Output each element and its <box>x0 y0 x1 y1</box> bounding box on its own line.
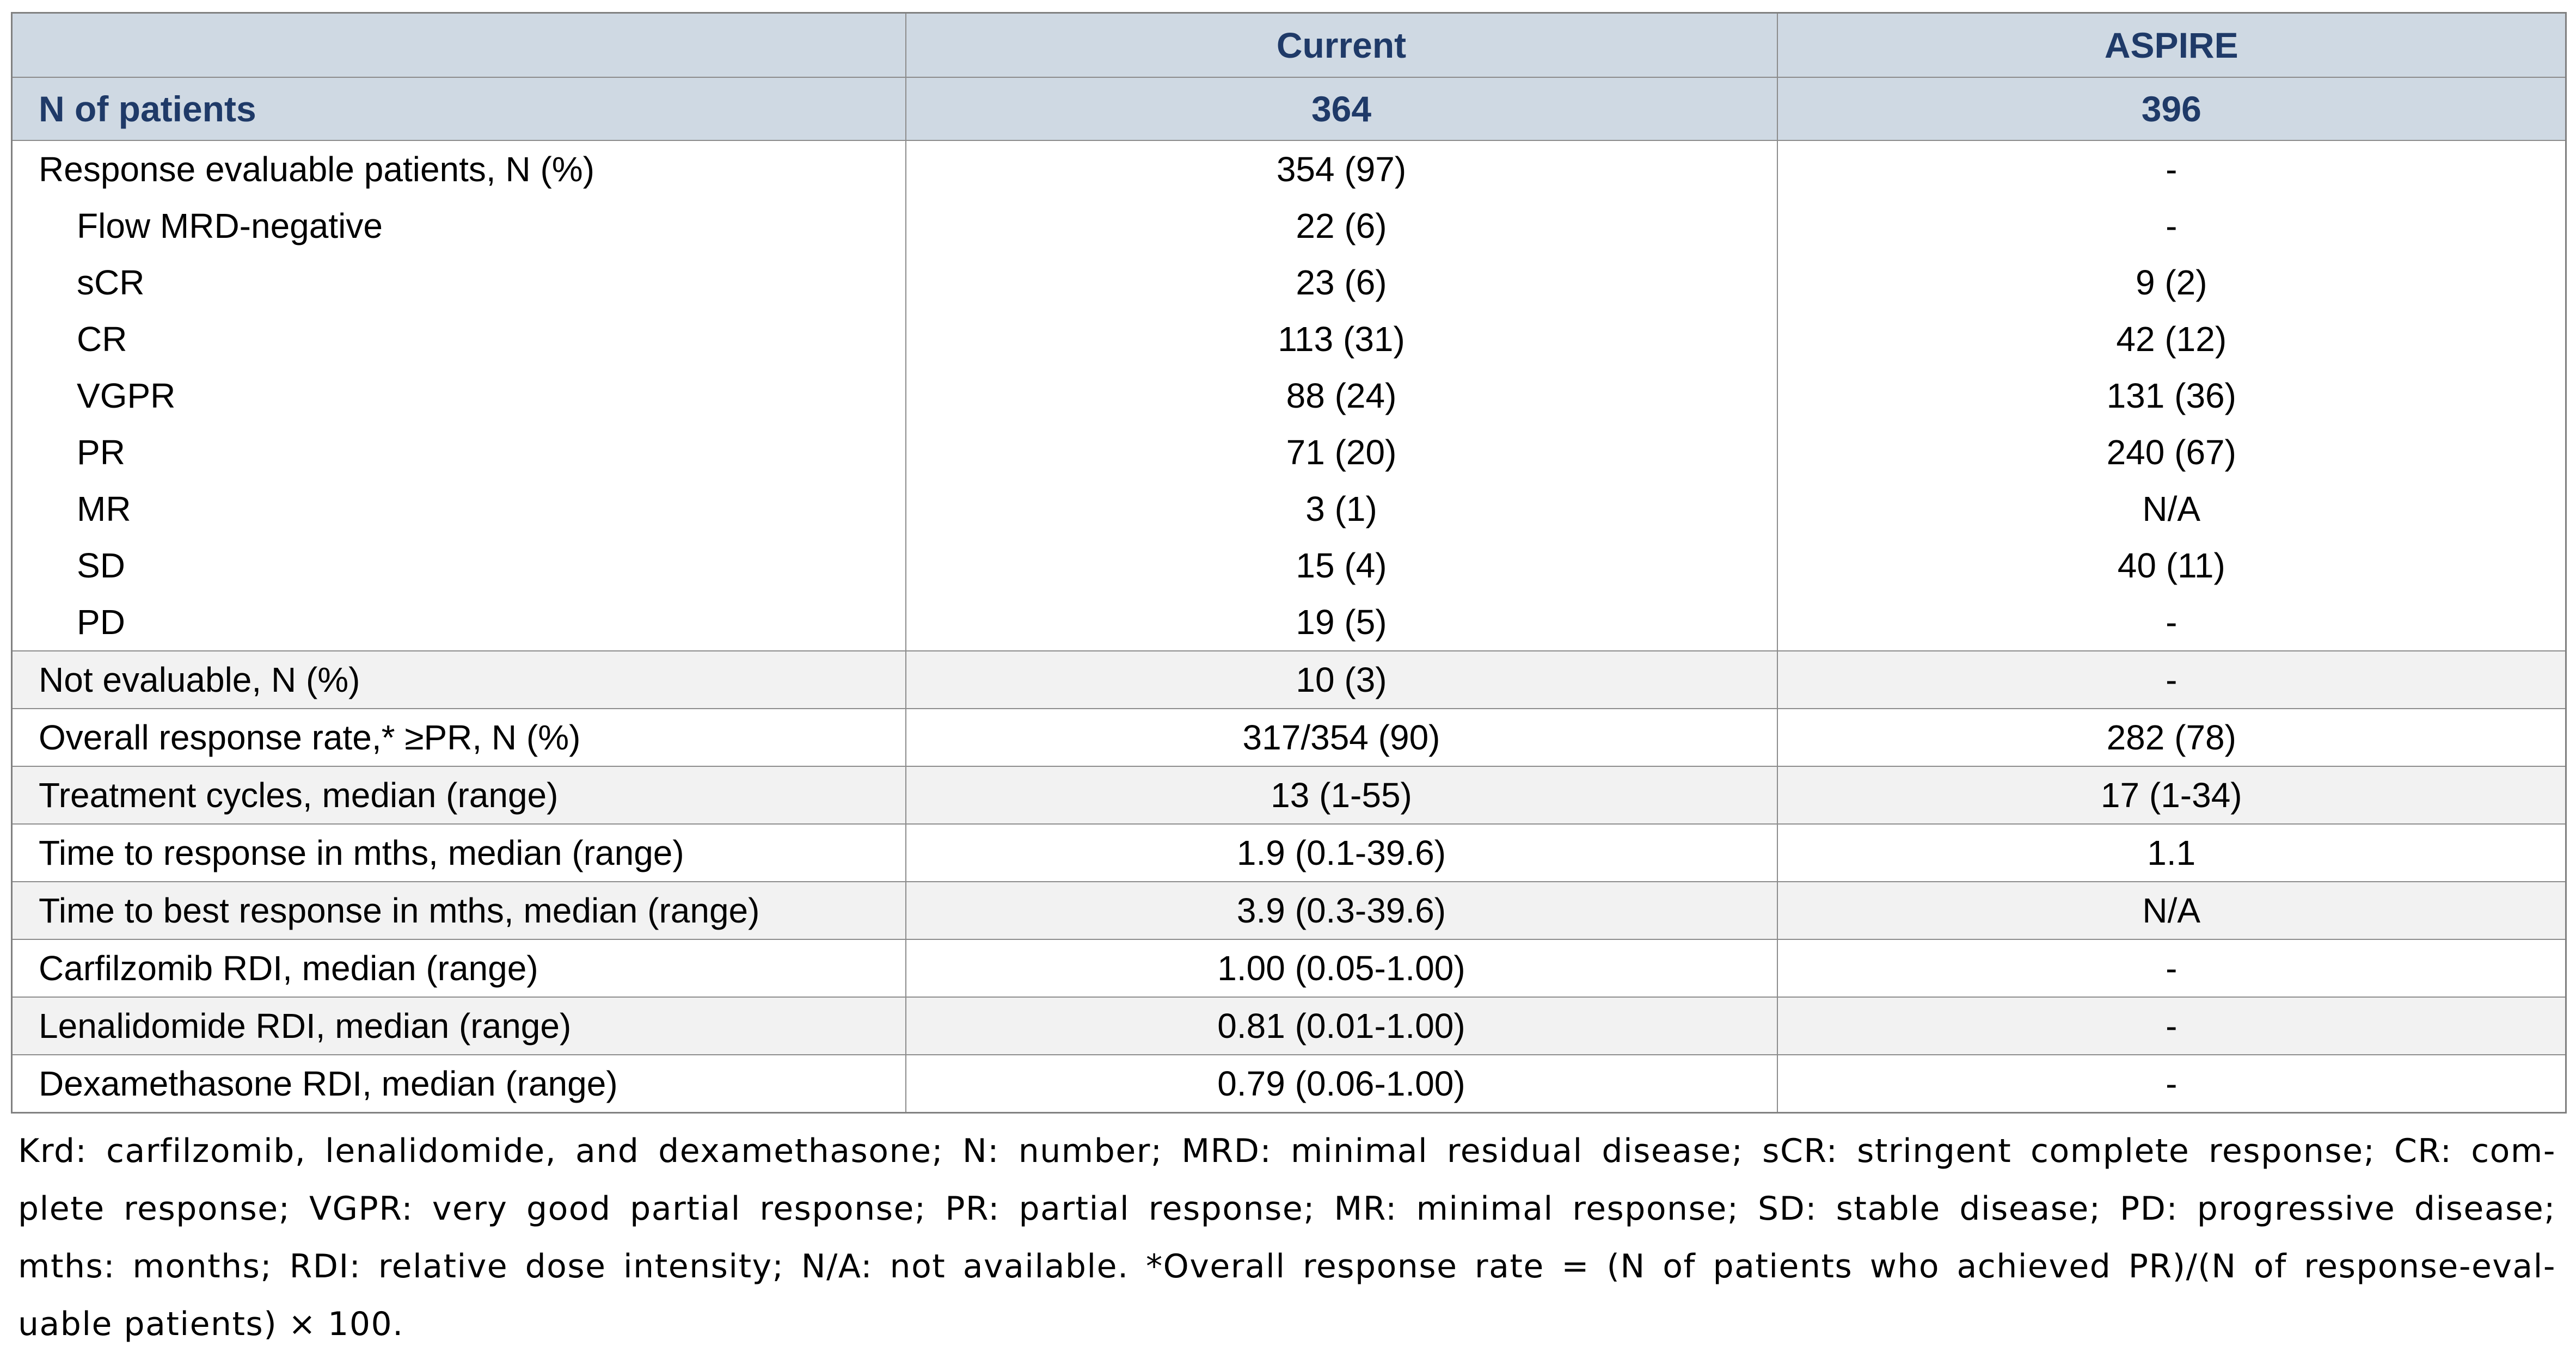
row-label: Time to response in mths, median (range) <box>11 823 906 882</box>
cell-value: 9 (2) <box>2135 263 2207 302</box>
cell-value: 3.9 (0.3-39.6) <box>905 881 1778 940</box>
footnote-line: mths: months; RDI: relative dose intensi… <box>18 1247 2556 1286</box>
row-label: Overall response rate,* ≥PR, N (%) <box>11 708 906 767</box>
row-label: Lenalidomide RDI, median (range) <box>11 997 906 1055</box>
cell-value: - <box>1776 997 2567 1055</box>
cell-value: N/A <box>1776 881 2567 940</box>
cell-value: 19 (5) <box>1296 602 1387 642</box>
row-label: VGPR <box>77 376 176 415</box>
cell-value: 282 (78) <box>1776 708 2567 767</box>
n-of-patients-current: 364 <box>905 77 1778 141</box>
response-block-current: 354 (97) 22 (6) 23 (6) 113 (31) 88 (24) … <box>905 140 1778 651</box>
cell-value: - <box>2166 602 2178 642</box>
row-label: MR <box>77 489 131 528</box>
cell-value: 1.00 (0.05-1.00) <box>905 939 1778 998</box>
table-footnote: Krd: carfilzomib, lenalidomide, and dexa… <box>18 1122 2556 1353</box>
row-label: Treatment cycles, median (range) <box>11 766 906 825</box>
cell-value: 88 (24) <box>1286 376 1397 415</box>
footnote-line: plete response; VGPR: very good partial … <box>18 1190 2556 1228</box>
cell-value: 40 (11) <box>2117 546 2225 585</box>
cell-value: 240 (67) <box>2106 433 2236 472</box>
cell-value: 17 (1-34) <box>1776 766 2567 825</box>
header-current: Current <box>905 12 1778 78</box>
row-label: PR <box>77 433 125 472</box>
table-row-lenalidomide-rdi: Lenalidomide RDI, median (range) 0.81 (0… <box>11 997 2567 1055</box>
row-label: SD <box>77 546 125 585</box>
response-block-labels: Response evaluable patients, N (%) Flow … <box>11 140 906 651</box>
row-label: CR <box>77 319 127 359</box>
header-aspire: ASPIRE <box>1776 12 2567 78</box>
table-row-overall-response-rate: Overall response rate,* ≥PR, N (%) 317/3… <box>11 708 2567 767</box>
response-block-aspire: - - 9 (2) 42 (12) 131 (36) 240 (67) N/A … <box>1776 140 2567 651</box>
n-of-patients-aspire: 396 <box>1776 77 2567 141</box>
cell-value: 71 (20) <box>1286 433 1397 472</box>
cell-value: 1.9 (0.1-39.6) <box>905 823 1778 882</box>
row-label: Dexamethasone RDI, median (range) <box>11 1054 906 1114</box>
footnote-line: uable patients) × 100. <box>18 1305 404 1343</box>
header-row: Current ASPIRE <box>11 12 2567 78</box>
cell-value: 23 (6) <box>1296 263 1387 302</box>
table-row-time-to-response: Time to response in mths, median (range)… <box>11 823 2567 882</box>
cell-value: N/A <box>2142 489 2201 528</box>
table-row-not-evaluable: Not evaluable, N (%) 10 (3) - <box>11 650 2567 709</box>
cell-value: - <box>1776 939 2567 998</box>
cell-value: 10 (3) <box>905 650 1778 709</box>
row-label: sCR <box>77 263 145 302</box>
table-row-dexamethasone-rdi: Dexamethasone RDI, median (range) 0.79 (… <box>11 1054 2567 1114</box>
n-of-patients-label: N of patients <box>11 77 906 141</box>
cell-value: - <box>1776 1054 2567 1114</box>
cell-value: 354 (97) <box>1276 150 1407 189</box>
cell-value: 22 (6) <box>1296 206 1387 245</box>
response-block-row: Response evaluable patients, N (%) Flow … <box>11 140 2567 651</box>
row-label: Flow MRD-negative <box>77 206 383 245</box>
cell-value: 0.79 (0.06-1.00) <box>905 1054 1778 1114</box>
cell-value: - <box>2166 206 2178 245</box>
row-label: Response evaluable patients, N (%) <box>39 150 594 189</box>
row-label: Carfilzomib RDI, median (range) <box>11 939 906 998</box>
cell-value: 317/354 (90) <box>905 708 1778 767</box>
table-row-carfilzomib-rdi: Carfilzomib RDI, median (range) 1.00 (0.… <box>11 939 2567 998</box>
cell-value: 131 (36) <box>2106 376 2236 415</box>
cell-value: 0.81 (0.01-1.00) <box>905 997 1778 1055</box>
comparison-table: Current ASPIRE N of patients 364 396 Res… <box>11 12 2567 1114</box>
page: Current ASPIRE N of patients 364 396 Res… <box>11 12 2567 1343</box>
header-empty-cell <box>11 12 906 78</box>
cell-value: 1.1 <box>1776 823 2567 882</box>
cell-value: - <box>2166 150 2178 189</box>
cell-value: 13 (1-55) <box>905 766 1778 825</box>
cell-value: 42 (12) <box>2116 319 2227 359</box>
table-row-time-to-best-response: Time to best response in mths, median (r… <box>11 881 2567 940</box>
n-of-patients-row: N of patients 364 396 <box>11 77 2567 141</box>
cell-value: 113 (31) <box>1278 319 1405 359</box>
footnote-line: Krd: carfilzomib, lenalidomide, and dexa… <box>18 1132 2556 1170</box>
row-label: Not evaluable, N (%) <box>11 650 906 709</box>
row-label: PD <box>77 602 125 642</box>
table-row-treatment-cycles: Treatment cycles, median (range) 13 (1-5… <box>11 766 2567 825</box>
row-label: Time to best response in mths, median (r… <box>11 881 906 940</box>
cell-value: - <box>1776 650 2567 709</box>
cell-value: 15 (4) <box>1296 546 1387 585</box>
cell-value: 3 (1) <box>1305 489 1377 528</box>
